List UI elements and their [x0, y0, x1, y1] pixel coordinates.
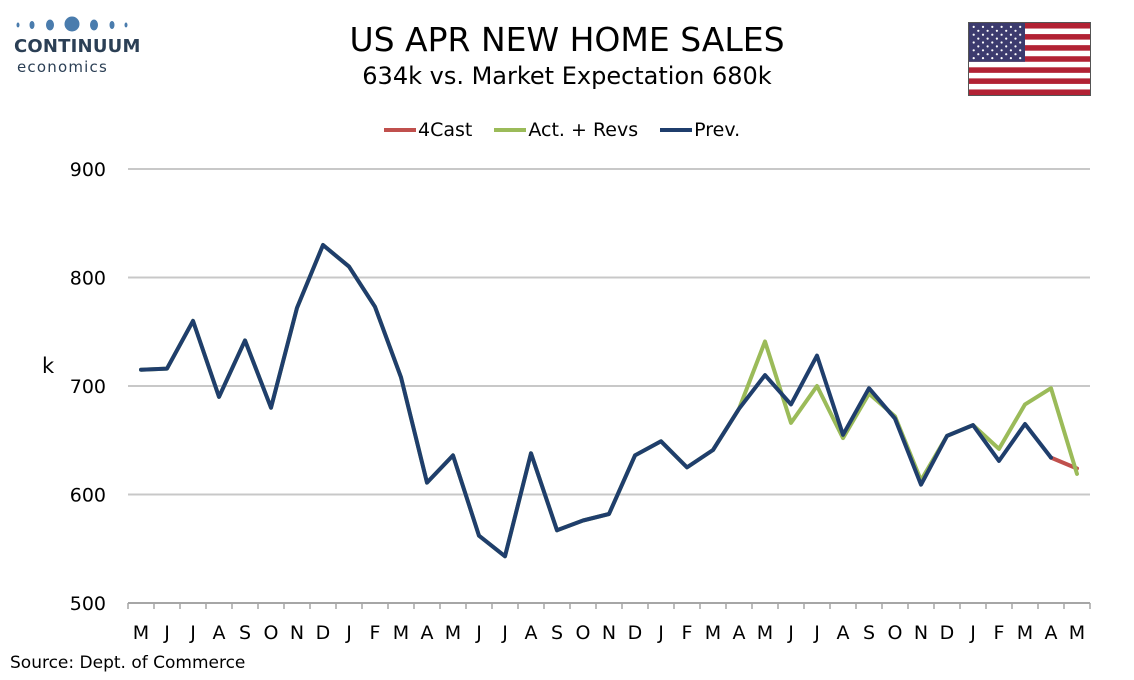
x-tick-label: S: [551, 622, 563, 644]
chart-subtitle: 634k vs. Market Expectation 680k: [362, 62, 772, 90]
series-line-4cast: [1049, 455, 1079, 471]
legend-item-previous: Prev.: [660, 119, 740, 141]
x-tick-label: O: [888, 622, 903, 644]
x-tick-label: M: [445, 622, 461, 644]
legend-swatch-previous: [660, 128, 693, 132]
legend-label-actual: Act. + Revs: [528, 119, 639, 141]
x-tick-label: M: [393, 622, 409, 644]
logo-name: CONTINUUM: [14, 36, 141, 57]
x-tick-label: M: [1017, 622, 1033, 644]
y-tick-label: 900: [70, 159, 106, 181]
y-axis-label: k: [42, 354, 55, 378]
legend-swatch-4cast: [384, 128, 416, 132]
x-tick-label: D: [940, 622, 955, 644]
chart-title: US APR NEW HOME SALES: [349, 20, 785, 59]
x-tick-label: J: [813, 622, 820, 644]
x-tick-label: N: [290, 622, 304, 644]
legend-item-4cast: 4Cast: [384, 119, 472, 141]
x-tick-label: S: [863, 622, 875, 644]
x-tick-label: D: [628, 622, 643, 644]
x-tick-label: N: [602, 622, 616, 644]
x-tick-label: A: [837, 622, 850, 644]
x-tick-label: M: [133, 622, 149, 644]
x-tick-label: A: [525, 622, 538, 644]
legend-item-actual: Act. + Revs: [494, 119, 638, 141]
x-tick-label: J: [163, 622, 170, 644]
x-tick-label: A: [213, 622, 226, 644]
x-tick-label: F: [370, 622, 381, 644]
us-flag-icon: [968, 22, 1091, 96]
x-tick-label: O: [576, 622, 591, 644]
logo-subtitle: economics: [17, 58, 108, 76]
y-tick-label: 500: [70, 593, 106, 615]
x-tick-label: M: [705, 622, 721, 644]
legend-label-previous: Prev.: [694, 119, 741, 141]
x-tick-label: A: [421, 622, 434, 644]
x-tick-label: S: [239, 622, 251, 644]
x-tick-label: M: [757, 622, 773, 644]
x-tick-label: A: [733, 622, 746, 644]
x-tick-label: A: [1045, 622, 1058, 644]
x-tick-label: D: [316, 622, 331, 644]
logo-dots-icon: [16, 16, 128, 32]
legend-swatch-actual: [494, 128, 527, 132]
x-tick-label: N: [914, 622, 928, 644]
x-tick-label: J: [969, 622, 976, 644]
legend-label-4cast: 4Cast: [418, 119, 473, 141]
x-tick-label: J: [657, 622, 664, 644]
source-note: Source: Dept. of Commerce: [10, 653, 246, 673]
chart-legend: 4Cast Act. + Revs Prev.: [384, 119, 762, 141]
x-tick-label: J: [189, 622, 196, 644]
x-tick-label: J: [787, 622, 794, 644]
x-tick-label: J: [501, 622, 508, 644]
y-tick-label: 600: [70, 485, 106, 507]
x-tick-label: M: [1069, 622, 1085, 644]
x-tick-label: F: [994, 622, 1005, 644]
x-tick-label: J: [345, 622, 352, 644]
series-line-prev: [139, 243, 1053, 559]
x-tick-label: J: [475, 622, 482, 644]
x-tick-label: O: [264, 622, 279, 644]
y-tick-label: 700: [70, 376, 106, 398]
continuum-economics-logo: CONTINUUM economics: [14, 14, 140, 76]
y-tick-label: 800: [70, 268, 106, 290]
x-tick-label: F: [682, 622, 693, 644]
